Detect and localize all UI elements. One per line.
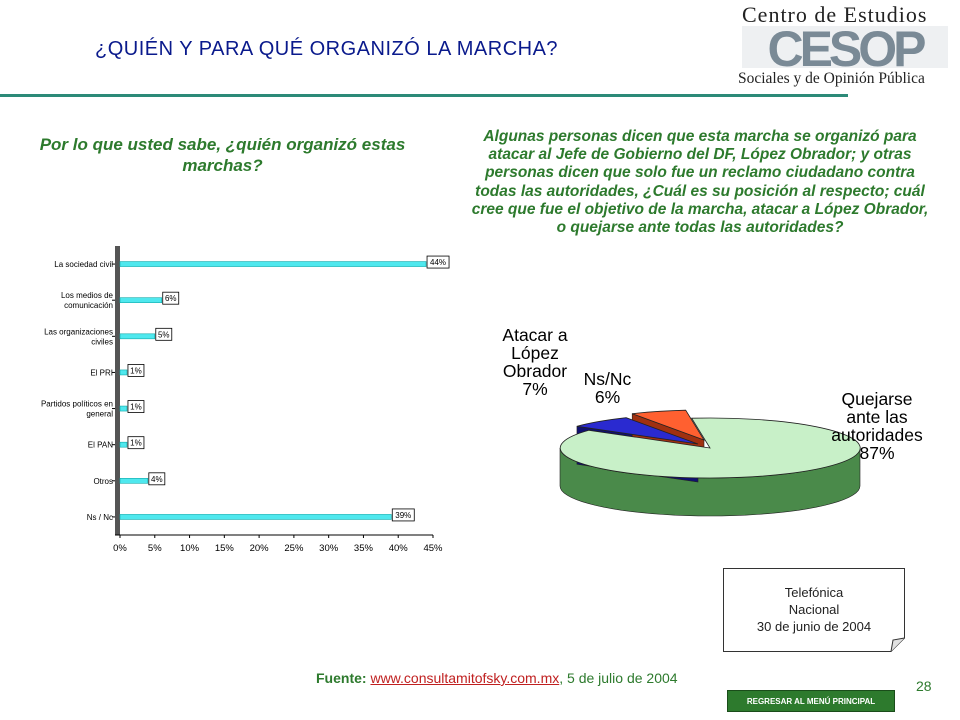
note-line1: Telefónica [784,585,844,600]
pie-label-nsnc: Ns/Nc 6% [570,370,645,406]
data-label: 1% [130,366,142,375]
data-label: 1% [130,439,142,448]
data-label-box [162,291,180,305]
pie-slice [559,417,861,479]
pie-label-nsnc-line1: Ns/Nc [583,369,632,389]
data-label-box [391,508,415,522]
pie-label-atacar-line1: Atacar a [502,325,568,345]
page-number: 28 [916,678,932,694]
category-label: Otros [93,477,113,486]
data-label-box [426,255,450,269]
bar [119,261,427,267]
data-label: 39% [395,511,411,520]
category-label: El PRI [90,368,113,377]
pie-slice [632,409,705,441]
pie-label-atacar-line3: Obrador [502,361,568,381]
pie-label-atacar-line2: López [511,343,559,363]
bar [119,441,128,448]
bar [119,478,149,484]
logo-mark-text: CESOP [767,22,925,72]
category-label: general [86,410,113,419]
source-line: Fuente: www.consultamitofsky.com.mx, 5 d… [316,670,678,686]
x-tick-label: 5% [148,543,162,554]
pie-value-nsnc: 6% [594,387,621,407]
bar-chart: La sociedad civil 44% Los medios decomunic… [41,246,450,554]
category-label: Ns / Nc [87,513,113,522]
x-tick-label: 15% [215,543,235,554]
header-divider [0,94,848,97]
pie-label-quejarse-line1: Quejarse [841,389,913,409]
data-label-box [148,472,166,486]
x-tick-label: 25% [284,543,304,554]
category-label: Partidos políticos en [41,400,113,409]
data-label: 44% [430,258,446,267]
source-label: Fuente: [316,670,367,686]
data-label-box [127,364,145,377]
category-label: La sociedad civil [54,260,113,269]
page-title: ¿QUIÉN Y PARA QUÉ ORGANIZÓ LA MARCHA? [95,38,559,60]
x-tick-label: 30% [319,543,339,554]
source-date: , 5 de julio de 2004 [559,670,678,686]
category-label: comunicación [64,301,113,310]
bar [119,333,156,340]
note-line2: Nacional [788,602,840,617]
x-tick-label: 10% [180,543,200,554]
category-label: Los medios de [61,291,114,300]
question-right: Algunas personas dicen que esta marcha s… [471,128,929,237]
bar [119,514,392,520]
note-box [723,568,905,652]
cesop-logo: CESOP [742,22,948,72]
x-tick-label: 35% [354,543,374,554]
question-left: Por lo que usted sabe, ¿quién organizó e… [39,135,406,175]
category-label: civiles [91,337,113,346]
data-label-box [155,327,173,341]
note-line3: 30 de junio de 2004 [756,619,872,634]
bar [119,369,128,376]
data-label: 6% [165,294,177,303]
category-label: El PAN [88,441,113,450]
note-text: Telefónica Nacional 30 de junio de 2004 [723,584,905,635]
bar [119,297,163,303]
pie-label-atacar: Atacar a López Obrador 7% [470,326,600,398]
bar [119,405,128,412]
pie-value-atacar: 7% [522,379,548,399]
back-to-menu-button[interactable]: REGRESAR AL MENÚ PRINCIPAL [727,690,895,712]
pie-label-quejarse-line2: ante las [846,407,908,427]
logo-line2: Sociales y de Opinión Pública [738,70,925,87]
pie-label-quejarse-line3: autoridades [831,425,923,445]
data-label: 4% [151,475,163,484]
logo-line1: Centro de Estudios [742,2,928,27]
pie-value-quejarse: 87% [859,443,895,463]
pie-slice [576,417,699,445]
pie-label-quejarse: Quejarse ante las autoridades 87% [812,390,942,462]
source-link[interactable]: www.consultamitofsky.com.mx [370,670,560,686]
data-label-box [127,436,145,450]
category-label: Las organizaciones [44,327,113,336]
data-label: 1% [130,403,142,412]
x-tick-label: 0% [113,543,127,554]
x-tick-label: 20% [250,543,270,554]
x-tick-label: 40% [389,543,409,554]
axis-wall [115,246,120,535]
x-tick-label: 45% [423,543,443,554]
pie-chart [559,409,861,517]
data-label: 5% [158,330,170,339]
data-label-box [127,400,145,413]
